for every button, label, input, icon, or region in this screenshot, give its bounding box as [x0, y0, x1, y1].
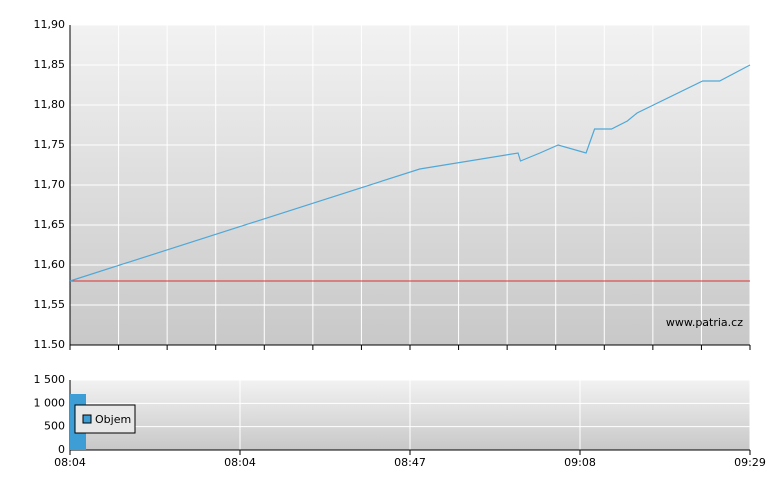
y-tick-label: 11,75 [34, 138, 66, 151]
x-tick-label: 08:04 [54, 456, 86, 469]
y-tick-label: 11,80 [34, 98, 66, 111]
y-tick-label: 11.50 [34, 338, 66, 351]
y-tick-label: 11,70 [34, 178, 66, 191]
legend-label: Objem [95, 413, 131, 426]
y-tick-label: 1 500 [34, 373, 66, 386]
legend-swatch [82, 414, 92, 424]
price-line [69, 64, 751, 282]
y-tick-label: 500 [44, 420, 65, 433]
x-tick-label: 08:47 [394, 456, 426, 469]
x-tick-label: 08:04 [224, 456, 256, 469]
watermark: www.patria.cz [666, 316, 743, 329]
y-tick-label: 11,60 [34, 258, 66, 271]
x-tick-label: 09:08 [564, 456, 596, 469]
y-tick-label: 11,90 [34, 18, 66, 31]
y-tick-label: 0 [58, 443, 65, 456]
y-tick-label: 11,85 [34, 58, 66, 71]
y-tick-label: 1 000 [34, 396, 66, 409]
y-tick-label: 11,65 [34, 218, 66, 231]
x-tick-label: 09:29 [734, 456, 766, 469]
y-tick-label: 11,55 [34, 298, 66, 311]
